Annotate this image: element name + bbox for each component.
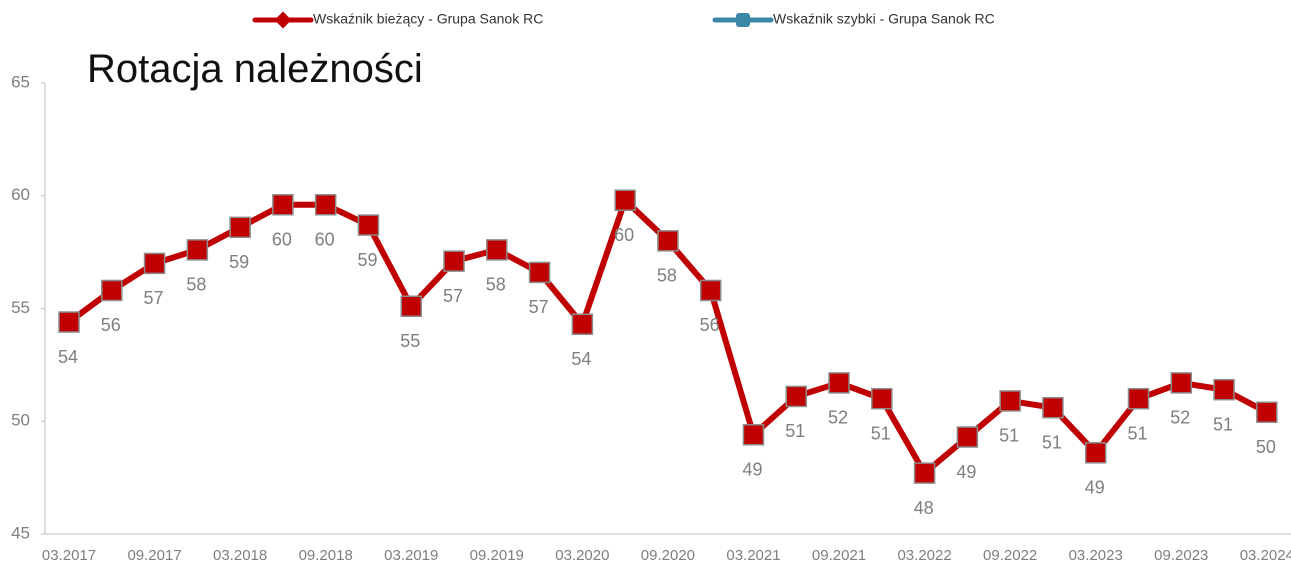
x-tick-label: 03.2022 (897, 547, 951, 563)
data-label: 56 (700, 315, 720, 335)
data-label: 54 (58, 347, 78, 367)
x-tick-label: 03.2019 (384, 547, 438, 563)
x-tick-label: 03.2023 (1069, 547, 1123, 563)
data-point (186, 239, 209, 261)
data-label: 55 (400, 331, 420, 351)
y-tick-label: 65 (11, 72, 30, 91)
data-label: 57 (443, 286, 463, 306)
data-label: 50 (1256, 437, 1276, 457)
data-point (1256, 401, 1278, 423)
data-label: 51 (1127, 423, 1147, 443)
legend-label: Wskaźnik szybki - Grupa Sanok RC (773, 11, 995, 27)
data-point (1084, 442, 1107, 464)
data-point (699, 279, 722, 302)
data-point (999, 390, 1021, 412)
data-point (400, 295, 422, 317)
data-point (871, 387, 893, 410)
data-point (314, 194, 337, 216)
data-point (101, 279, 123, 302)
data-label: 58 (657, 266, 677, 286)
data-label: 51 (999, 426, 1019, 446)
data-label: 51 (785, 421, 805, 441)
data-label: 57 (529, 297, 549, 317)
data-point (657, 230, 679, 252)
y-tick-label: 50 (11, 411, 30, 430)
legend-marker (736, 13, 750, 27)
data-point (614, 189, 636, 212)
x-tick-label: 09.2018 (299, 547, 353, 563)
x-tick-label: 09.2019 (470, 547, 524, 563)
data-point (443, 250, 465, 272)
x-tick-label: 09.2021 (812, 547, 866, 563)
x-tick-label: 09.2022 (983, 547, 1037, 563)
x-tick-label: 09.2017 (127, 547, 181, 563)
data-label: 60 (614, 225, 634, 245)
data-point (229, 216, 251, 239)
data-point (571, 313, 594, 336)
data-point (486, 239, 508, 261)
data-label: 56 (101, 315, 121, 335)
data-label: 58 (486, 275, 506, 295)
data-point (143, 252, 166, 275)
legend-marker (274, 11, 292, 29)
data-label: 48 (914, 498, 934, 518)
data-label: 57 (144, 288, 164, 308)
data-point (1213, 378, 1235, 401)
data-label: 51 (1213, 414, 1233, 434)
data-label: 59 (357, 250, 377, 270)
y-tick-label: 45 (11, 523, 30, 542)
data-label: 60 (272, 230, 292, 250)
data-point (528, 261, 551, 284)
x-tick-label: 03.2017 (42, 547, 96, 563)
data-point (272, 194, 294, 216)
x-tick-label: 03.2020 (555, 547, 609, 563)
data-point (913, 462, 936, 484)
y-tick-label: 60 (11, 185, 30, 204)
data-point (956, 426, 979, 448)
data-point (1042, 396, 1064, 419)
data-label: 51 (871, 423, 891, 443)
y-tick-label: 55 (11, 298, 30, 317)
chart-title: Rotacja należności (87, 47, 423, 91)
data-label: 54 (571, 349, 591, 369)
data-label: 60 (315, 230, 335, 250)
data-label: 52 (1170, 408, 1190, 428)
x-tick-label: 03.2018 (213, 547, 267, 563)
data-point (742, 424, 765, 446)
data-point (357, 214, 380, 236)
data-point (58, 311, 80, 333)
x-tick-label: 03.2021 (726, 547, 780, 563)
data-label: 49 (956, 462, 976, 482)
data-point (785, 385, 808, 408)
x-tick-label: 03.2024 (1240, 547, 1291, 563)
data-label: 58 (186, 275, 206, 295)
x-tick-label: 09.2023 (1154, 547, 1208, 563)
data-point (1170, 372, 1193, 394)
x-tick-label: 09.2020 (641, 547, 695, 563)
data-point (828, 372, 850, 394)
data-point (1127, 387, 1150, 410)
legend-label: Wskaźnik bieżący - Grupa Sanok RC (313, 11, 543, 27)
data-label: 59 (229, 252, 249, 272)
data-label: 49 (742, 460, 762, 480)
data-label: 51 (1042, 432, 1062, 452)
data-label: 49 (1085, 478, 1105, 498)
data-label: 52 (828, 408, 848, 428)
